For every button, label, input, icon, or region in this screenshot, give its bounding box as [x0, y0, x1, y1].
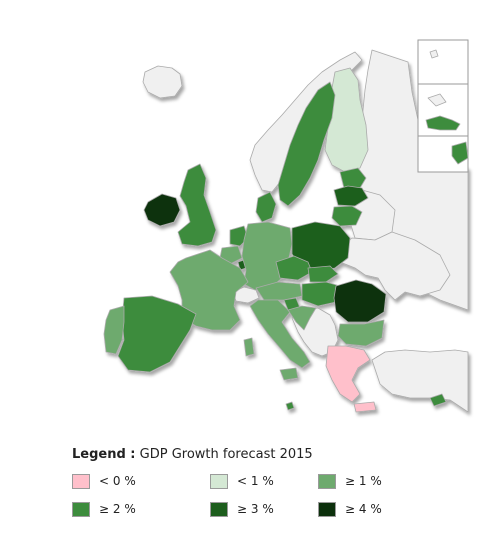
map-area — [103, 39, 469, 413]
region-estonia — [339, 167, 367, 189]
inset-island-top — [429, 49, 439, 59]
inset-frame-top — [417, 39, 469, 85]
region-united-kingdom — [177, 163, 217, 247]
legend-swatch — [318, 501, 336, 517]
inset-frame-middle — [417, 83, 469, 137]
region-greece — [325, 345, 371, 403]
legend-label: < 0 % — [99, 474, 136, 488]
legend-swatch — [72, 473, 90, 489]
region-lithuania — [331, 205, 363, 227]
legend-swatch — [210, 473, 228, 489]
region-spain — [117, 295, 197, 373]
region-romania — [333, 279, 387, 323]
region-denmark — [255, 191, 277, 223]
legend-label: < 1 % — [237, 474, 274, 488]
region-canary-islands — [425, 115, 461, 131]
region-sardinia — [243, 337, 255, 357]
europe-map — [103, 39, 469, 413]
legend-items: < 0 % < 1 % ≥ 1 % ≥ 2 % ≥ 3 % ≥ 4 % — [72, 472, 432, 518]
region-sweden — [277, 81, 336, 207]
legend-swatch — [72, 501, 90, 517]
legend-title: Legend : GDP Growth forecast 2015 — [72, 447, 432, 462]
overseas-insets — [417, 39, 469, 173]
legend-item: ≥ 2 % — [72, 500, 210, 518]
region-switzerland — [232, 286, 260, 304]
legend-label: ≥ 3 % — [237, 502, 274, 516]
legend-item: ≥ 3 % — [210, 500, 318, 518]
legend-item: ≥ 1 % — [318, 472, 428, 490]
region-slovakia — [307, 265, 339, 283]
region-turkey — [371, 349, 469, 413]
legend-label: ≥ 1 % — [345, 474, 382, 488]
region-crete — [353, 401, 377, 413]
legend-swatch — [318, 473, 336, 489]
legend-heading: Legend : — [72, 447, 136, 462]
region-latvia — [333, 185, 369, 207]
inset-island-middle — [427, 93, 447, 107]
region-iceland — [142, 65, 183, 99]
region-malta — [285, 401, 295, 411]
legend-item: < 0 % — [72, 472, 210, 490]
legend-subtitle: GDP Growth forecast 2015 — [139, 447, 313, 462]
legend-label: ≥ 4 % — [345, 502, 382, 516]
region-germany — [241, 221, 293, 291]
region-cyprus — [429, 393, 447, 407]
region-ukraine — [337, 231, 451, 301]
legend-label: ≥ 2 % — [99, 502, 136, 516]
region-italy — [249, 299, 311, 369]
legend-swatch — [210, 501, 228, 517]
legend-item: ≥ 4 % — [318, 500, 428, 518]
region-bulgaria — [337, 319, 385, 347]
region-portugal — [103, 305, 125, 355]
legend-item: < 1 % — [210, 472, 318, 490]
region-ireland — [143, 193, 181, 227]
region-croatia — [287, 305, 317, 331]
region-madeira — [451, 141, 469, 165]
legend: Legend : GDP Growth forecast 2015 < 0 % … — [72, 447, 432, 518]
region-sicily — [279, 367, 299, 381]
